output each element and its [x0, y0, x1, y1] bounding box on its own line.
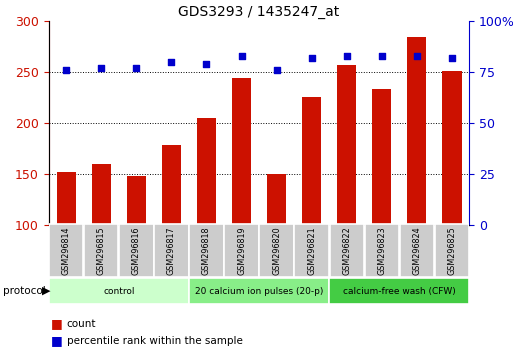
Text: GSM296819: GSM296819 [237, 226, 246, 275]
Point [167, 59, 175, 65]
Text: GSM296821: GSM296821 [307, 226, 316, 275]
Bar [56, 172, 76, 225]
Text: GSM296822: GSM296822 [342, 226, 351, 275]
FancyBboxPatch shape [260, 224, 294, 277]
Bar [162, 145, 181, 225]
FancyBboxPatch shape [329, 278, 469, 304]
FancyBboxPatch shape [189, 224, 224, 277]
FancyBboxPatch shape [154, 224, 189, 277]
Point [378, 53, 386, 59]
Text: calcium-free wash (CFW): calcium-free wash (CFW) [343, 287, 456, 296]
FancyBboxPatch shape [365, 224, 399, 277]
Bar [127, 176, 146, 225]
Point [307, 55, 315, 61]
Bar [302, 97, 321, 225]
Point [97, 65, 105, 71]
Point [238, 53, 246, 59]
FancyBboxPatch shape [49, 278, 189, 304]
Point [448, 55, 456, 61]
FancyBboxPatch shape [49, 224, 84, 277]
Text: GSM296823: GSM296823 [377, 226, 386, 275]
FancyBboxPatch shape [294, 224, 329, 277]
Text: 20 calcium ion pulses (20-p): 20 calcium ion pulses (20-p) [195, 287, 323, 296]
Text: control: control [103, 287, 134, 296]
FancyBboxPatch shape [224, 224, 259, 277]
Text: ■: ■ [51, 334, 63, 347]
Point [412, 53, 421, 59]
FancyBboxPatch shape [119, 224, 153, 277]
FancyBboxPatch shape [189, 278, 329, 304]
Bar [337, 65, 357, 225]
Text: ▶: ▶ [42, 286, 51, 296]
Bar [197, 118, 216, 225]
Text: ■: ■ [51, 318, 63, 330]
Text: protocol: protocol [3, 286, 45, 296]
Point [272, 67, 281, 73]
Text: count: count [67, 319, 96, 329]
FancyBboxPatch shape [400, 224, 434, 277]
FancyBboxPatch shape [329, 224, 364, 277]
Text: GSM296817: GSM296817 [167, 226, 176, 275]
Text: percentile rank within the sample: percentile rank within the sample [67, 336, 243, 346]
Title: GDS3293 / 1435247_at: GDS3293 / 1435247_at [179, 5, 340, 19]
Text: GSM296816: GSM296816 [132, 226, 141, 275]
Text: GSM296815: GSM296815 [97, 226, 106, 275]
Bar [442, 71, 462, 225]
Bar [267, 174, 286, 225]
Point [343, 53, 351, 59]
Text: GSM296814: GSM296814 [62, 226, 71, 275]
FancyBboxPatch shape [84, 224, 119, 277]
Bar [372, 90, 391, 225]
Bar [407, 36, 426, 225]
Bar [92, 164, 111, 225]
Text: GSM296825: GSM296825 [447, 226, 457, 275]
Text: GSM296818: GSM296818 [202, 226, 211, 275]
Point [132, 65, 141, 71]
FancyBboxPatch shape [435, 224, 469, 277]
Point [62, 67, 70, 73]
Point [202, 61, 210, 67]
Text: GSM296824: GSM296824 [412, 226, 421, 275]
Bar [232, 78, 251, 225]
Text: GSM296820: GSM296820 [272, 226, 281, 275]
